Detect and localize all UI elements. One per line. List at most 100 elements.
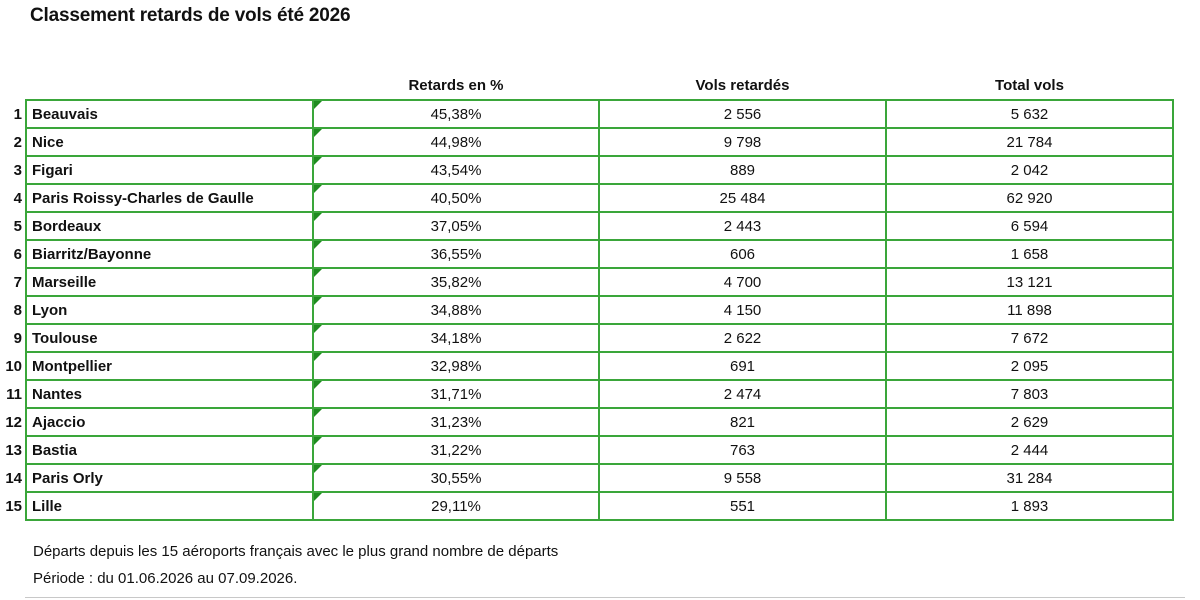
total-flights-cell[interactable]: 6 594 — [885, 211, 1174, 241]
total-flights-cell-value: 5 632 — [1010, 105, 1049, 123]
delay-pct-cell[interactable]: 40,50% — [312, 183, 600, 213]
delayed-flights-cell[interactable]: 2 474 — [598, 379, 887, 409]
airport-cell[interactable]: Biarritz/Bayonne — [25, 239, 314, 269]
delayed-flights-cell[interactable]: 9 798 — [598, 127, 887, 157]
airport-cell[interactable]: Paris Orly — [25, 463, 314, 493]
total-flights-cell[interactable]: 21 784 — [885, 127, 1174, 157]
table-row: 12 Ajaccio 31,23% 821 2 629 — [0, 407, 1174, 437]
total-flights-cell[interactable]: 13 121 — [885, 267, 1174, 297]
delayed-flights-cell-value: 4 150 — [723, 301, 762, 319]
rank-cell[interactable]: 10 — [0, 352, 26, 380]
airport-cell[interactable]: Marseille — [25, 267, 314, 297]
rank-cell[interactable]: 1 — [0, 100, 26, 128]
rank-cell[interactable]: 9 — [0, 324, 26, 352]
total-flights-cell[interactable]: 5 632 — [885, 99, 1174, 129]
delayed-flights-cell-value: 691 — [729, 357, 756, 375]
pct-header: Retards en % — [408, 77, 504, 94]
rank-cell[interactable]: 4 — [0, 184, 26, 212]
delay-pct-cell[interactable]: 45,38% — [312, 99, 600, 129]
airport-cell[interactable]: Toulouse — [25, 323, 314, 353]
airport-cell[interactable]: Lyon — [25, 295, 314, 325]
rank-cell-value: 15 — [5, 497, 22, 515]
total-flights-cell-value: 31 284 — [1006, 469, 1053, 487]
airport-cell[interactable]: Figari — [25, 155, 314, 185]
total-flights-cell[interactable]: 7 672 — [885, 323, 1174, 353]
rank-cell[interactable]: 2 — [0, 128, 26, 156]
airport-cell[interactable]: Beauvais — [25, 99, 314, 129]
delay-pct-cell[interactable]: 29,11% — [312, 491, 600, 521]
delayed-flights-cell-value: 25 484 — [719, 189, 766, 207]
airport-cell[interactable]: Paris Roissy-Charles de Gaulle — [25, 183, 314, 213]
airport-cell[interactable]: Nantes — [25, 379, 314, 409]
delayed-flights-cell[interactable]: 4 150 — [598, 295, 887, 325]
delayed-flights-cell[interactable]: 4 700 — [598, 267, 887, 297]
delayed-flights-cell[interactable]: 2 443 — [598, 211, 887, 241]
delay-pct-cell[interactable]: 44,98% — [312, 127, 600, 157]
rank-cell[interactable]: 8 — [0, 296, 26, 324]
total-flights-cell[interactable]: 1 893 — [885, 491, 1174, 521]
total-flights-cell[interactable]: 2 629 — [885, 407, 1174, 437]
rank-cell[interactable]: 3 — [0, 156, 26, 184]
delayed-flights-cell[interactable]: 2 622 — [598, 323, 887, 353]
delay-pct-cell[interactable]: 34,88% — [312, 295, 600, 325]
delay-pct-cell[interactable]: 37,05% — [312, 211, 600, 241]
rank-cell-value: 6 — [13, 245, 22, 263]
rank-cell[interactable]: 6 — [0, 240, 26, 268]
total-flights-cell[interactable]: 2 444 — [885, 435, 1174, 465]
delay-pct-cell[interactable]: 34,18% — [312, 323, 600, 353]
airport-cell[interactable]: Bordeaux — [25, 211, 314, 241]
footnote-period: Période : du 01.06.2026 au 07.09.2026. — [33, 570, 298, 587]
delay-pct-cell[interactable]: 36,55% — [312, 239, 600, 269]
total-flights-cell[interactable]: 31 284 — [885, 463, 1174, 493]
airport-cell-value: Figari — [32, 161, 73, 179]
delay-pct-cell[interactable]: 31,23% — [312, 407, 600, 437]
airport-cell[interactable]: Ajaccio — [25, 407, 314, 437]
delay-pct-cell[interactable]: 35,82% — [312, 267, 600, 297]
total-flights-cell[interactable]: 62 920 — [885, 183, 1174, 213]
cell-error-indicator-icon — [314, 325, 322, 333]
total-flights-cell[interactable]: 1 658 — [885, 239, 1174, 269]
airport-cell[interactable]: Montpellier — [25, 351, 314, 381]
total-flights-cell[interactable]: 7 803 — [885, 379, 1174, 409]
delayed-flights-cell-value: 821 — [729, 413, 756, 431]
table-row: 6 Biarritz/Bayonne 36,55% 606 1 658 — [0, 239, 1174, 269]
delayed-flights-cell[interactable]: 25 484 — [598, 183, 887, 213]
delayed-flights-cell[interactable]: 889 — [598, 155, 887, 185]
delayed-flights-cell[interactable]: 821 — [598, 407, 887, 437]
rank-cell[interactable]: 15 — [0, 492, 26, 520]
delayed-flights-cell[interactable]: 9 558 — [598, 463, 887, 493]
cell-error-indicator-icon — [314, 353, 322, 361]
rank-cell[interactable]: 5 — [0, 212, 26, 240]
delayed-flights-cell[interactable]: 691 — [598, 351, 887, 381]
airport-cell[interactable]: Bastia — [25, 435, 314, 465]
delay-pct-cell[interactable]: 32,98% — [312, 351, 600, 381]
delay-pct-cell[interactable]: 43,54% — [312, 155, 600, 185]
airport-cell[interactable]: Nice — [25, 127, 314, 157]
airport-cell[interactable]: Lille — [25, 491, 314, 521]
airport-cell-value: Paris Orly — [32, 469, 103, 487]
rank-cell[interactable]: 12 — [0, 408, 26, 436]
delayed-flights-cell-value: 4 700 — [723, 273, 762, 291]
table-row: 5 Bordeaux 37,05% 2 443 6 594 — [0, 211, 1174, 241]
rank-cell[interactable]: 13 — [0, 436, 26, 464]
delayed-flights-cell[interactable]: 551 — [598, 491, 887, 521]
rank-cell[interactable]: 7 — [0, 268, 26, 296]
delayed-flights-cell[interactable]: 606 — [598, 239, 887, 269]
total-flights-cell[interactable]: 2 042 — [885, 155, 1174, 185]
rank-cell[interactable]: 14 — [0, 464, 26, 492]
delayed-flights-cell-value: 9 798 — [723, 133, 762, 151]
total-flights-cell[interactable]: 11 898 — [885, 295, 1174, 325]
delayed-flights-cell[interactable]: 763 — [598, 435, 887, 465]
delay-pct-cell[interactable]: 31,22% — [312, 435, 600, 465]
delay-pct-cell[interactable]: 30,55% — [312, 463, 600, 493]
airport-cell-value: Montpellier — [32, 357, 113, 375]
delay-pct-cell[interactable]: 31,71% — [312, 379, 600, 409]
delay-pct-cell-value: 30,55% — [430, 469, 482, 487]
rank-cell[interactable]: 11 — [0, 380, 26, 408]
total-flights-cell[interactable]: 2 095 — [885, 351, 1174, 381]
total-flights-cell-value: 6 594 — [1010, 217, 1049, 235]
total-flights-cell-value: 1 893 — [1010, 497, 1049, 515]
rank-header — [0, 72, 26, 100]
delayed-flights-cell[interactable]: 2 556 — [598, 99, 887, 129]
